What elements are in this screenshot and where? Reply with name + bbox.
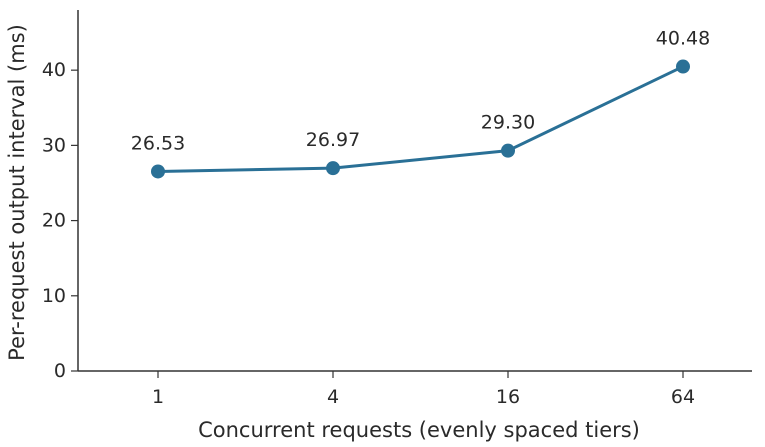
y-tick-label: 40 xyxy=(42,59,66,81)
y-tick-label: 0 xyxy=(54,360,66,382)
y-axis-title: Per-request output interval (ms) xyxy=(5,24,29,361)
data-label: 26.97 xyxy=(306,129,360,151)
x-axis-title: Concurrent requests (evenly spaced tiers… xyxy=(198,418,640,442)
y-tick-label: 10 xyxy=(42,285,66,307)
data-point xyxy=(676,59,690,74)
data-points xyxy=(151,59,690,179)
y-axis-ticks: 0 10 20 30 40 xyxy=(42,59,78,382)
x-tick-label: 1 xyxy=(152,386,164,408)
series-line xyxy=(156,65,685,173)
data-label: 26.53 xyxy=(131,132,185,154)
data-label: 40.48 xyxy=(656,28,710,50)
x-tick-label: 16 xyxy=(496,386,520,408)
x-tick-label: 64 xyxy=(671,386,695,408)
data-labels: 26.53 26.97 29.30 40.48 xyxy=(131,28,710,155)
data-point xyxy=(501,143,515,158)
data-point xyxy=(326,161,340,176)
x-tick-label: 4 xyxy=(327,386,339,408)
data-point xyxy=(151,164,165,179)
y-tick-label: 20 xyxy=(42,210,66,232)
y-tick-label: 30 xyxy=(42,134,66,156)
data-label: 29.30 xyxy=(481,112,535,134)
x-axis-ticks: 1 4 16 64 xyxy=(152,371,695,408)
